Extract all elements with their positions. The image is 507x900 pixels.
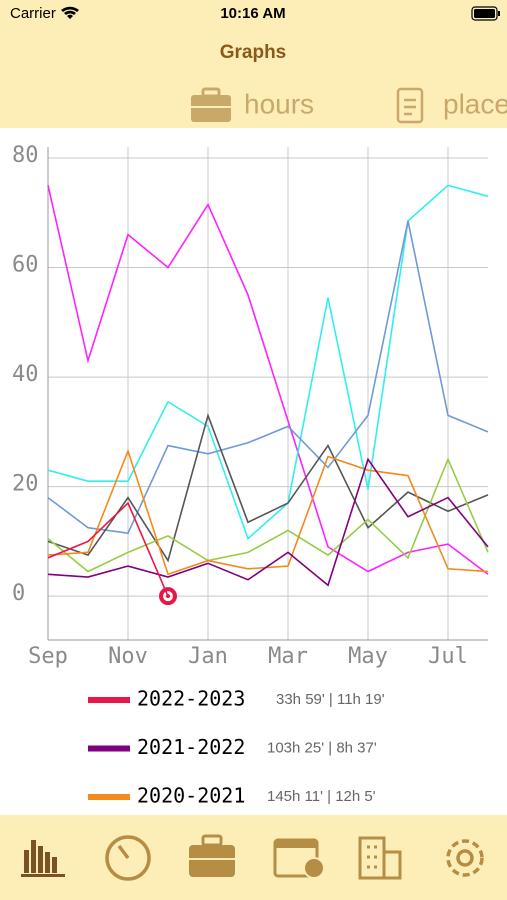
series-line <box>47 184 489 541</box>
briefcase-icon <box>191 87 231 122</box>
graphs-tab-icon[interactable] <box>21 840 65 877</box>
x-tick-label: Mar <box>268 644 308 669</box>
nav-title: Graphs <box>220 42 287 63</box>
tab-hours[interactable]: hours <box>191 87 314 122</box>
series-line <box>47 412 489 563</box>
battery-icon <box>471 6 500 21</box>
carrier: Carrier <box>10 5 56 22</box>
tab-label: hours <box>244 88 314 119</box>
y-tick-label: 60 <box>12 253 39 278</box>
wifi-icon <box>61 6 79 20</box>
series-line <box>47 457 489 587</box>
legend-summary: 145h 11' | 12h 5' <box>267 788 376 805</box>
x-tick-label: May <box>348 644 388 669</box>
legend-swatch <box>88 697 130 703</box>
x-tick-label: Jan <box>188 644 228 669</box>
legend-summary: 103h 25' | 8h 37' <box>267 739 377 756</box>
selected-point-center <box>166 594 170 599</box>
tab-bar-background <box>0 815 507 900</box>
x-tick-label: Nov <box>108 644 148 669</box>
tab-bar <box>21 834 484 881</box>
legend-swatch <box>88 794 130 800</box>
timer-tab-icon[interactable] <box>105 835 151 881</box>
y-tick-label: 20 <box>12 472 39 497</box>
legend-summary: 33h 59' | 11h 19' <box>276 691 385 708</box>
legend-label: 2022-2023 <box>137 687 245 711</box>
y-tick-label: 80 <box>12 143 39 168</box>
legend-swatch <box>88 745 130 752</box>
document-icon <box>396 87 424 124</box>
series-line <box>47 220 489 535</box>
legend-label: 2021-2022 <box>137 735 245 759</box>
series-line <box>47 185 489 575</box>
y-tick-label: 0 <box>12 581 25 606</box>
legend-label: 2020-2021 <box>137 784 245 808</box>
calendar-tab-icon[interactable] <box>273 838 325 879</box>
selected-point <box>159 587 177 606</box>
y-tick-label: 40 <box>12 362 39 387</box>
building-tab-icon[interactable] <box>358 836 402 880</box>
series-line <box>47 448 489 576</box>
series-line <box>47 457 489 573</box>
chart: Sep Nov Jan Mar May Jul 0 20 40 60 80 <box>12 143 489 669</box>
x-tick-label: Jul <box>428 644 468 669</box>
series-line <box>47 501 169 597</box>
x-tick-label: Sep <box>28 644 68 669</box>
settings-tab-icon[interactable] <box>446 839 484 877</box>
tab-label: place <box>443 88 507 119</box>
time: 10:16 AM <box>220 5 285 22</box>
briefcase-tab-icon[interactable] <box>189 834 235 877</box>
tab-place[interactable]: place <box>396 87 507 124</box>
legend: 2022-2023 33h 59' | 11h 19' 2021-2022 103h … <box>88 687 385 808</box>
